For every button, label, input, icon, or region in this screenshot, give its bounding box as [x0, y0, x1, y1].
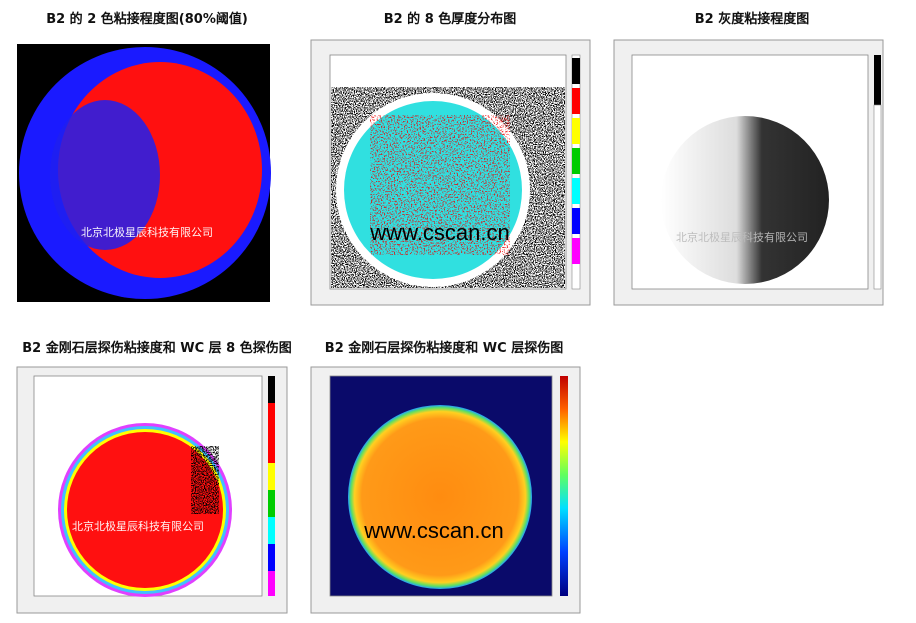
- panel-title: B2 的 2 色粘接程度图(80%阈值): [46, 11, 248, 27]
- watermark: 北京北极星辰科技有限公司: [676, 230, 808, 244]
- watermark: 北京北极星辰科技有限公司: [72, 519, 204, 533]
- panel-title: B2 灰度粘接程度图: [695, 11, 809, 27]
- scan-2color: 北京北极星辰科技有限公司: [17, 44, 271, 302]
- panel-title: B2 金刚石层探伤粘接度和 WC 层 8 色探伤图: [22, 340, 292, 356]
- scan-8color-defect: 北京北极星辰科技有限公司: [16, 366, 288, 614]
- scan-jet: www.cscan.cn: [310, 366, 581, 614]
- watermark: www.cscan.cn: [363, 518, 503, 543]
- watermark: www.cscan.cn: [369, 220, 509, 245]
- scan-gray: 北京北极星辰科技有限公司: [613, 39, 884, 306]
- watermark: 北京北极星辰科技有限公司: [81, 225, 213, 239]
- scan-8color-thickness: www.cscan.cn: [310, 39, 591, 306]
- panel-title: B2 的 8 色厚度分布图: [384, 11, 517, 27]
- panel-title: B2 金刚石层探伤粘接度和 WC 层探伤图: [325, 340, 563, 356]
